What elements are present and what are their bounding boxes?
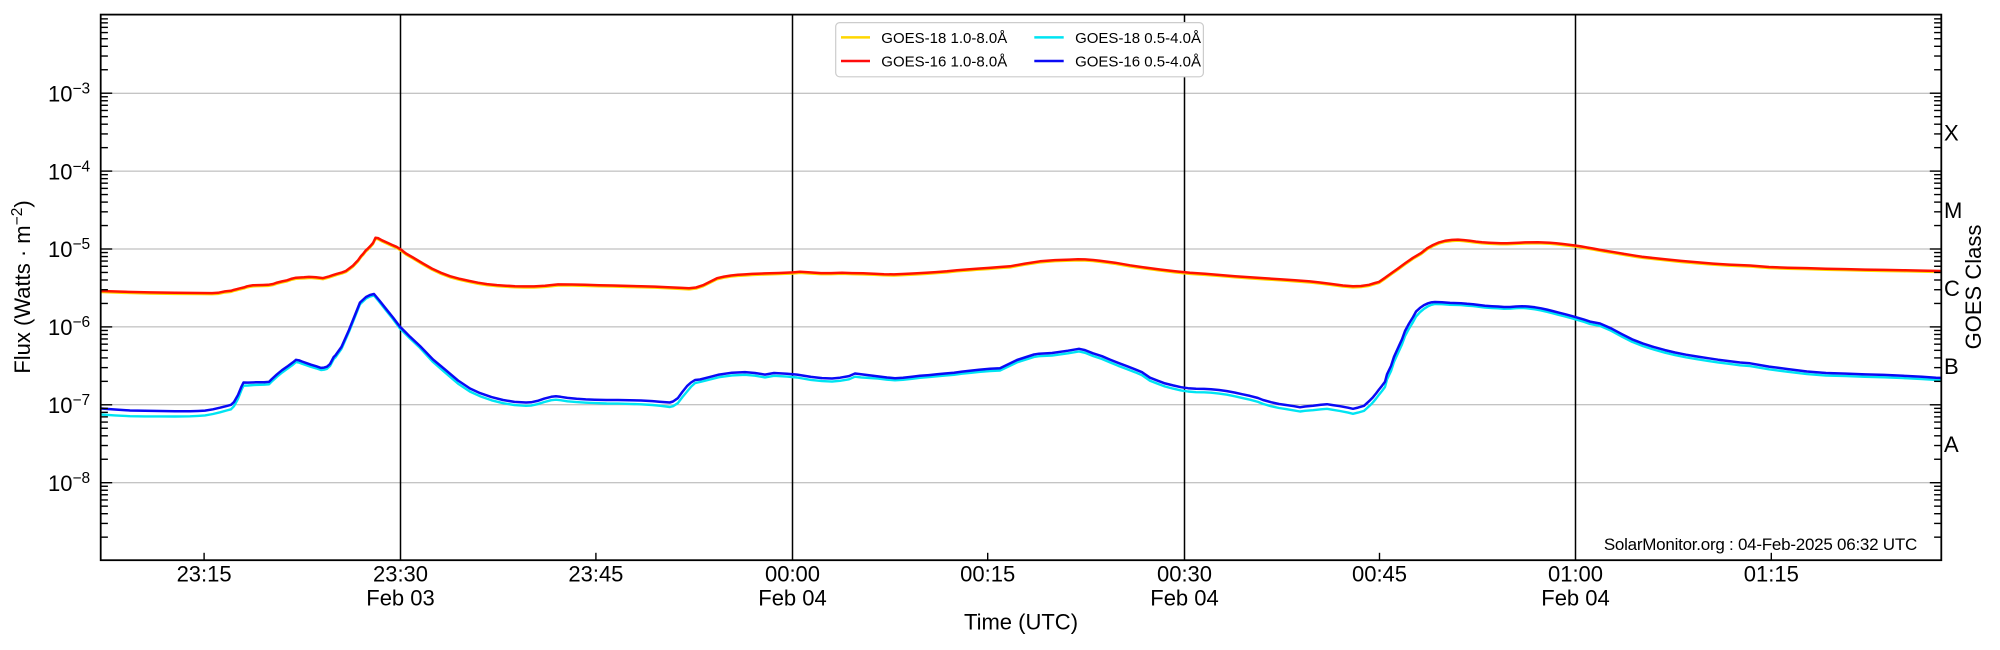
svg-text:01:15: 01:15 xyxy=(1744,562,1799,587)
svg-text:Time (UTC): Time (UTC) xyxy=(964,610,1078,635)
svg-text:GOES-16 1.0-8.0Å: GOES-16 1.0-8.0Å xyxy=(881,53,1007,70)
svg-text:10−5: 10−5 xyxy=(48,236,90,262)
svg-text:23:45: 23:45 xyxy=(568,562,623,587)
svg-text:00:15: 00:15 xyxy=(960,562,1015,587)
svg-text:00:45: 00:45 xyxy=(1352,562,1407,587)
svg-text:Feb 04: Feb 04 xyxy=(1541,586,1610,611)
svg-text:Feb 04: Feb 04 xyxy=(758,586,827,611)
svg-text:Feb 04: Feb 04 xyxy=(1150,586,1219,611)
svg-text:23:15: 23:15 xyxy=(177,562,232,587)
svg-text:C: C xyxy=(1944,276,1960,301)
svg-text:M: M xyxy=(1944,198,1962,223)
svg-text:SolarMonitor.org : 04-Feb-2025: SolarMonitor.org : 04-Feb-2025 06:32 UTC xyxy=(1604,535,1917,554)
svg-text:X: X xyxy=(1944,120,1959,145)
svg-text:GOES-18 1.0-8.0Å: GOES-18 1.0-8.0Å xyxy=(881,30,1007,47)
svg-text:GOES-16 0.5-4.0Å: GOES-16 0.5-4.0Å xyxy=(1075,53,1201,70)
svg-text:B: B xyxy=(1944,354,1959,379)
svg-text:GOES-18 0.5-4.0Å: GOES-18 0.5-4.0Å xyxy=(1075,30,1201,47)
svg-text:01:00: 01:00 xyxy=(1548,562,1603,587)
svg-text:00:30: 00:30 xyxy=(1157,562,1212,587)
svg-text:Feb 03: Feb 03 xyxy=(366,586,435,611)
svg-text:00:00: 00:00 xyxy=(765,562,820,587)
svg-text:A: A xyxy=(1944,432,1959,457)
svg-text:GOES Class: GOES Class xyxy=(1961,225,1986,350)
svg-text:10−7: 10−7 xyxy=(48,392,90,418)
svg-text:Flux (Watts · m−2): Flux (Watts · m−2) xyxy=(9,200,35,373)
svg-text:23:30: 23:30 xyxy=(373,562,428,587)
